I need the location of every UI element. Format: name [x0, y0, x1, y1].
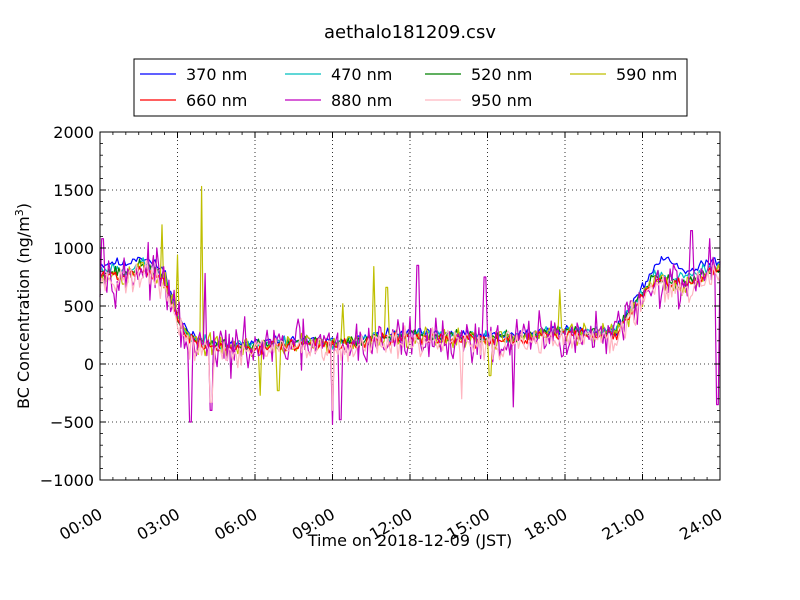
y-axis-label-tail: )	[14, 203, 33, 209]
series-line-880-nm	[99, 230, 721, 425]
legend-box	[133, 58, 688, 117]
series-layer	[99, 185, 721, 425]
legend-label: 660 nm	[186, 91, 247, 110]
legend-items: 370 nm 470 nm 520 nm 590 nm 660 nm 880 nm 950 …	[140, 65, 677, 110]
x-axis-label: Time on 2018-12-09 (JST)	[307, 531, 512, 550]
legend-label: 370 nm	[186, 65, 247, 84]
y-axis-label-sup: 3	[13, 209, 26, 216]
legend-label: 880 nm	[331, 91, 392, 110]
y-axis-label-base: BC Concentration (ng/m	[14, 216, 33, 409]
grid-lines	[100, 132, 720, 480]
y-tick-label: 500	[63, 297, 94, 316]
legend-label: 520 nm	[471, 65, 532, 84]
legend-label: 590 nm	[616, 65, 677, 84]
series-line-950-nm	[99, 259, 721, 411]
chart-title: aethalo181209.csv	[324, 22, 496, 43]
y-tick-labels: −1000 −500 0 500 1000 1500 2000	[40, 123, 94, 490]
svg-text:BC Concentration (ng/m3): BC Concentration (ng/m3)	[13, 203, 33, 409]
y-tick-label: 1000	[53, 239, 94, 258]
y-tick-label: 2000	[53, 123, 94, 142]
legend-label: 950 nm	[471, 91, 532, 110]
y-tick-label: 1500	[53, 181, 94, 200]
legend-label: 470 nm	[331, 65, 392, 84]
y-axis-label: BC Concentration (ng/m3)	[13, 203, 33, 409]
y-tick-label: −500	[50, 413, 94, 432]
plot-frame	[99, 131, 721, 481]
y-tick-label: −1000	[40, 471, 94, 490]
legend: 370 nm 470 nm 520 nm 590 nm 660 nm 880 nm 950 …	[133, 58, 688, 117]
y-tick-label: 0	[84, 355, 94, 374]
